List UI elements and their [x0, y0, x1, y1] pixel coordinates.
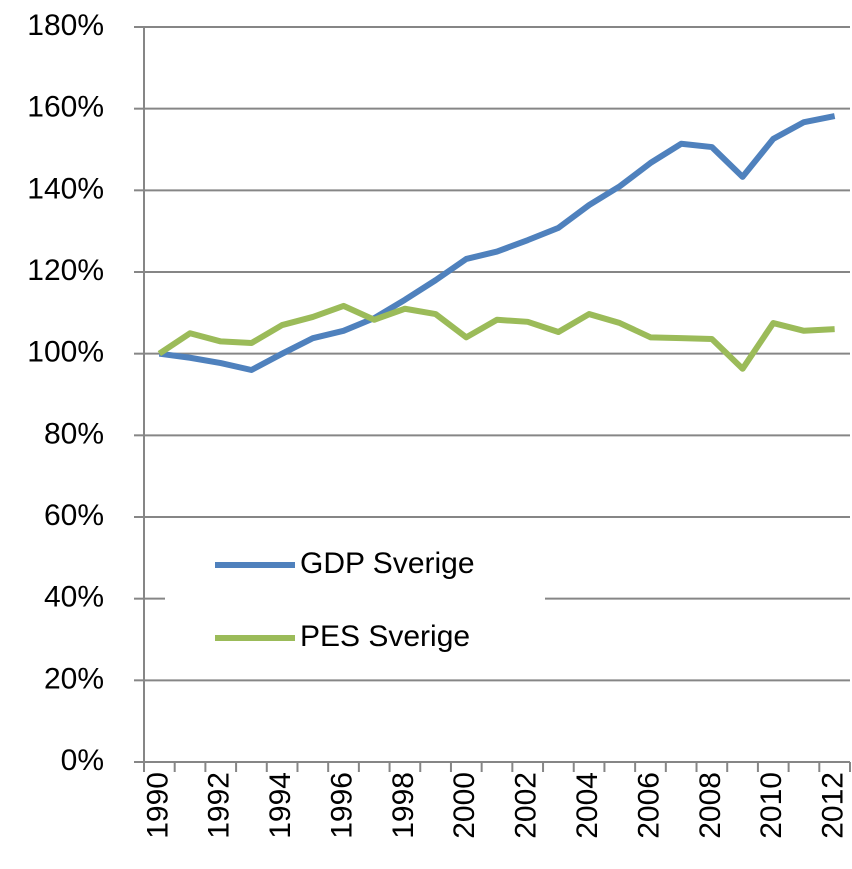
- x-tick-label: 2012: [817, 772, 850, 839]
- x-tick-label: 1992: [203, 772, 236, 839]
- series-line: [157, 302, 835, 372]
- x-tick-label: 2002: [510, 772, 543, 839]
- x-tick-label: 1994: [264, 772, 297, 839]
- series-line: [158, 113, 836, 373]
- x-tick-label: 2004: [571, 772, 604, 839]
- x-tick-label: 1998: [387, 772, 420, 839]
- y-tick-label: 180%: [27, 9, 104, 42]
- legend-label: GDP Sverige: [300, 547, 475, 580]
- legend-label: PES Sverige: [300, 620, 470, 653]
- y-tick-label: 120%: [27, 254, 104, 287]
- y-tick-label: 20%: [44, 662, 104, 695]
- y-tick-label: 40%: [44, 581, 104, 614]
- x-tick-label: 1996: [325, 772, 358, 839]
- x-tick-label: 2008: [694, 772, 727, 839]
- x-tick-label: 2000: [448, 772, 481, 839]
- y-tick-label: 0%: [61, 744, 104, 777]
- x-tick-label: 2006: [632, 772, 665, 839]
- y-tick-label: 100%: [27, 336, 104, 369]
- y-tick-label: 140%: [27, 172, 104, 205]
- x-tick-label: 1990: [141, 772, 174, 839]
- y-tick-label: 160%: [27, 91, 104, 124]
- y-tick-label: 60%: [44, 499, 104, 532]
- y-tick-label: 80%: [44, 417, 104, 450]
- x-tick-label: 2010: [755, 772, 788, 839]
